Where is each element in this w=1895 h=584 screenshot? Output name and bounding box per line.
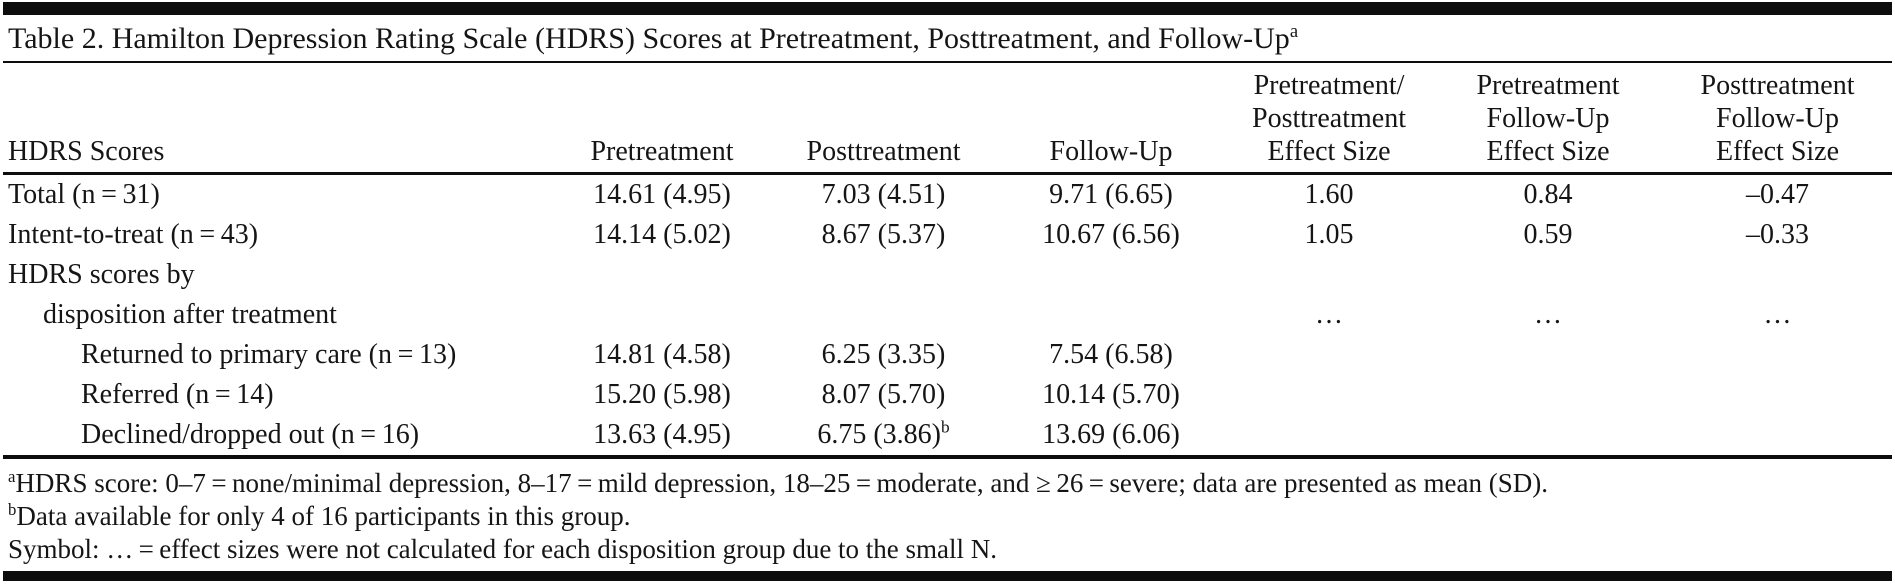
column-header-follow-up: Follow-Up [997, 63, 1225, 175]
table-title-text: Table 2. Hamilton Depression Rating Scal… [8, 22, 1290, 55]
cell-pretreatment [554, 295, 770, 335]
cell-posttreatment: 8.67 (5.37) [821, 219, 946, 250]
row-label: Declined/dropped out (n = 16) [3, 415, 554, 459]
header-line: Effect Size [1267, 136, 1391, 167]
column-header-pre-post-effect-size: Pretreatment/ Posttreatment Effect Size [1225, 63, 1433, 175]
header-line: Pretreatment [1476, 70, 1620, 101]
row-label: Referred (n = 14) [81, 379, 274, 410]
header-line: Follow-Up [1486, 103, 1610, 134]
column-header-pre-followup-effect-size: Pretreatment Follow-Up Effect Size [1433, 63, 1663, 175]
cell-post-followup-effect-size: –0.33 [1746, 219, 1809, 250]
cell-pre-post-effect-size: 1.05 [1304, 219, 1354, 250]
cell-pre-followup-effect-size: 0.59 [1523, 219, 1573, 250]
cell-pretreatment: 14.81 (4.58) [593, 339, 731, 370]
top-rule-bar [3, 2, 1892, 15]
header-row: HDRS Scores Pretreatment Posttreatment F… [3, 63, 1892, 175]
cell-pre-followup-effect-size: 0.84 [1523, 179, 1573, 210]
table-row-referred: Referred (n = 14) 15.20 (5.98) 8.07 (5.7… [3, 375, 1892, 415]
cell-pretreatment: 15.20 (5.98) [593, 379, 731, 410]
cell-post-followup-effect-size [1663, 255, 1892, 295]
table-row-disposition-after-treatment: disposition after treatment … … … [3, 295, 1892, 335]
column-header-pretreatment: Pretreatment [554, 63, 770, 175]
cell-post-followup-effect-size: –0.47 [1746, 179, 1809, 210]
cell-pre-followup-effect-size [1433, 375, 1663, 415]
footnote-b-text: Data available for only 4 of 16 particip… [16, 501, 631, 531]
footnote-a: aHDRS score: 0–7 = none/minimal depressi… [8, 467, 1887, 500]
cell-follow-up: 10.14 (5.70) [1042, 379, 1180, 410]
cell-pre-post-effect-size [1225, 335, 1433, 375]
cell-post-followup-effect-size: … [1763, 299, 1792, 330]
cell-post-followup-effect-size [1663, 335, 1892, 375]
cell-pretreatment: 13.63 (4.95) [554, 415, 770, 459]
footnote-symbol-text: Symbol: … = effect sizes were not calcul… [8, 534, 998, 564]
footnote-a-text: HDRS score: 0–7 = none/minimal depressio… [15, 468, 1548, 498]
table-row-hdrs-scores-by: HDRS scores by [3, 255, 1892, 295]
table-row-returned-to-primary-care: Returned to primary care (n = 13) 14.81 … [3, 335, 1892, 375]
cell-follow-up: 7.54 (6.58) [1049, 339, 1173, 370]
row-label: Total (n = 31) [8, 179, 160, 210]
cell-pre-post-effect-size [1225, 255, 1433, 295]
cell-pre-followup-effect-size: … [1534, 299, 1562, 330]
row-label: HDRS scores by [8, 259, 195, 290]
column-header-posttreatment: Posttreatment [770, 63, 997, 175]
column-header-hdrs-scores: HDRS Scores [3, 63, 554, 175]
cell-posttreatment: 6.75 (3.86)b [770, 415, 997, 459]
footnote-b-marker: b [8, 500, 17, 519]
cell-posttreatment [770, 295, 997, 335]
row-label: disposition after treatment [43, 299, 337, 330]
cell-pre-followup-effect-size [1433, 255, 1663, 295]
cell-pre-post-effect-size [1225, 415, 1433, 459]
table-row-declined-dropped-out: Declined/dropped out (n = 16) 13.63 (4.9… [3, 415, 1892, 459]
column-header-post-followup-effect-size: Posttreatment Follow-Up Effect Size [1663, 63, 1892, 175]
cell-pre-followup-effect-size [1433, 335, 1663, 375]
cell-pretreatment [554, 255, 770, 295]
cell-posttreatment: 6.25 (3.35) [821, 339, 946, 370]
footnote-b: bData available for only 4 of 16 partici… [8, 500, 1887, 533]
table-row-intent-to-treat: Intent-to-treat (n = 43) 14.14 (5.02) 8.… [3, 215, 1892, 255]
table-row-total: Total (n = 31) 14.61 (4.95) 7.03 (4.51) … [3, 174, 1892, 216]
cell-pre-post-effect-size [1225, 375, 1433, 415]
row-label: Intent-to-treat (n = 43) [8, 219, 259, 250]
cell-pretreatment: 14.14 (5.02) [593, 219, 731, 250]
header-line: Pretreatment/ [1253, 70, 1405, 101]
footnote-symbol: Symbol: … = effect sizes were not calcul… [8, 533, 1887, 566]
cell-follow-up [997, 255, 1225, 295]
header-line: Effect Size [1715, 136, 1840, 167]
cell-posttreatment: 7.03 (4.51) [821, 179, 946, 210]
footnote-b-reference: b [940, 417, 950, 437]
table-title: Table 2. Hamilton Depression Rating Scal… [0, 15, 1895, 61]
cell-posttreatment-value: 6.75 (3.86) [817, 419, 941, 450]
hdrs-scores-table: HDRS Scores Pretreatment Posttreatment F… [3, 63, 1892, 459]
cell-pretreatment: 14.61 (4.95) [593, 179, 731, 210]
header-line: Posttreatment [1700, 70, 1855, 101]
bottom-rule-bar [3, 571, 1892, 581]
header-line: Follow-Up [1716, 103, 1839, 134]
cell-post-followup-effect-size [1663, 375, 1892, 415]
cell-pre-post-effect-size: 1.60 [1304, 179, 1354, 210]
table-title-superscript: a [1289, 21, 1299, 42]
row-label: Returned to primary care (n = 13) [81, 339, 457, 370]
header-line: Posttreatment [1252, 103, 1406, 134]
cell-posttreatment: 8.07 (5.70) [821, 379, 946, 410]
cell-follow-up: 13.69 (6.06) [997, 415, 1225, 459]
cell-posttreatment [770, 255, 997, 295]
cell-pre-post-effect-size: … [1315, 299, 1343, 330]
cell-pre-followup-effect-size [1433, 415, 1663, 459]
header-line: Effect Size [1486, 136, 1610, 167]
footnote-a-marker: a [8, 467, 16, 486]
cell-follow-up [997, 295, 1225, 335]
table-footnotes: aHDRS score: 0–7 = none/minimal depressi… [0, 459, 1895, 566]
cell-follow-up: 10.67 (6.56) [1042, 219, 1180, 250]
cell-follow-up: 9.71 (6.65) [1049, 179, 1173, 210]
title-divider-rule [3, 61, 1892, 63]
cell-post-followup-effect-size [1663, 415, 1892, 459]
